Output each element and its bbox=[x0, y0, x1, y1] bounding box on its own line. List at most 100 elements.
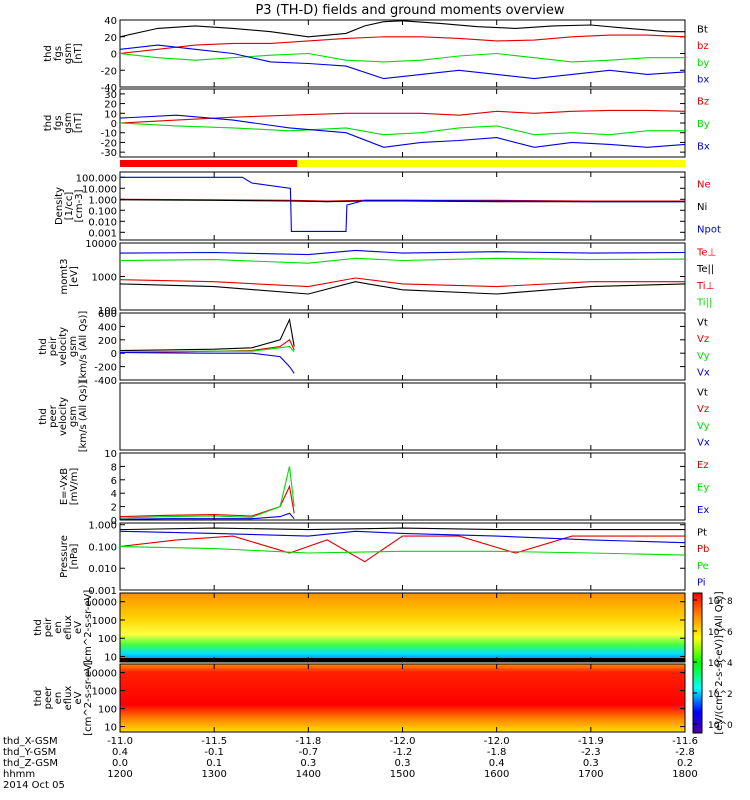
legend-entry: Vz bbox=[697, 404, 709, 415]
legend-entry: Vt bbox=[697, 387, 708, 398]
panel-frame bbox=[119, 382, 686, 451]
series-bx bbox=[119, 114, 686, 148]
y-tick-label: 0.010 bbox=[88, 217, 117, 228]
y-tick-label: 6 bbox=[111, 476, 117, 487]
footer-value: 0.3 bbox=[583, 758, 599, 769]
y-axis-label: [km/s (All Qs)] bbox=[78, 381, 89, 453]
y-tick-label: 0.001 bbox=[88, 586, 117, 597]
y-axis-label: peer bbox=[43, 686, 54, 710]
y-tick-label: 0 bbox=[111, 516, 117, 527]
footer-value: -2.3 bbox=[581, 747, 601, 758]
y-axis-label: [mV/m] bbox=[69, 468, 80, 506]
y-tick-label: -400 bbox=[94, 376, 117, 387]
series-ti bbox=[119, 257, 686, 264]
y-tick-label: 2 bbox=[111, 503, 117, 514]
legend-entry: By bbox=[697, 119, 710, 130]
footer-value: -1.8 bbox=[487, 747, 507, 758]
panel-5: 600 400 200 0 -200 -400 thd peir velocity gsm [km/… bbox=[38, 309, 710, 387]
y-axis-label: thd bbox=[33, 690, 44, 707]
y-axis-label: velocity bbox=[58, 327, 69, 366]
colorbar-tick: 10^4 bbox=[708, 659, 733, 669]
footer-value: 1800 bbox=[672, 769, 697, 780]
y-axis-label: peer bbox=[48, 404, 59, 428]
series-bx bbox=[119, 44, 686, 80]
y-tick-label: 1000 bbox=[92, 273, 117, 284]
colorbar-tick: 10^2 bbox=[708, 690, 733, 700]
mode-bar-yellow bbox=[297, 160, 685, 167]
legend-entry: by bbox=[697, 58, 709, 69]
series-pi bbox=[119, 530, 686, 544]
y-axis-label: momt3 bbox=[59, 259, 70, 295]
y-tick-label: 1.000 bbox=[88, 521, 117, 532]
y-tick-label: 20 bbox=[104, 33, 117, 44]
y-axis-label: [1/cc] bbox=[64, 192, 75, 221]
y-axis-label: [nT] bbox=[73, 43, 84, 63]
series-bz bbox=[119, 34, 686, 55]
footer-value: -2.8 bbox=[675, 747, 695, 758]
legend-entry: Te|| bbox=[696, 264, 714, 275]
series-pb bbox=[119, 535, 685, 563]
y-tick-label: 10.000 bbox=[82, 184, 117, 195]
y-axis-label: Pressure bbox=[59, 535, 70, 578]
y-tick-label: 0.100 bbox=[88, 206, 117, 217]
y-tick-label: -10 bbox=[101, 129, 117, 140]
footer-row-label: thd_Y-GSM bbox=[3, 747, 56, 758]
legend-entry: Ni bbox=[697, 202, 707, 213]
y-tick-label: 600 bbox=[98, 309, 117, 320]
legend-entry: Bt bbox=[697, 24, 708, 35]
y-tick-label: 0.001 bbox=[88, 228, 117, 239]
footer-value: -11.8 bbox=[295, 736, 321, 747]
y-axis-label: eV bbox=[73, 691, 84, 704]
footer-row-label: thd_Z-GSM bbox=[3, 758, 58, 769]
y-axis-label: fgs bbox=[53, 46, 64, 61]
y-axis-label: en bbox=[53, 621, 64, 634]
footer-value: -11.0 bbox=[107, 736, 133, 747]
footer-row-label: 2014 Oct 05 bbox=[3, 780, 65, 791]
y-tick-label: 0.100 bbox=[88, 542, 117, 553]
y-axis-label: [km/s (All Qs)] bbox=[78, 311, 89, 383]
y-tick-label: 100 bbox=[98, 306, 117, 317]
footer-value: 0.2 bbox=[677, 758, 693, 769]
footer-value: 0.4 bbox=[112, 747, 128, 758]
legend-entry: Npot bbox=[697, 225, 721, 236]
y-tick-label: 0.010 bbox=[88, 564, 117, 575]
footer-value: 1400 bbox=[296, 769, 321, 780]
legend-entry: bx bbox=[697, 75, 709, 86]
y-tick-label: 1000 bbox=[92, 687, 117, 698]
y-tick-label: 40 bbox=[104, 16, 117, 27]
legend-entry: Pt bbox=[697, 527, 707, 538]
y-tick-label: 0 bbox=[111, 349, 117, 360]
colorbar-tick: 10^6 bbox=[708, 628, 733, 638]
series-npot bbox=[120, 176, 685, 232]
colorbar-tick: 10^0 bbox=[708, 721, 733, 731]
y-tick-label: 10000 bbox=[85, 669, 117, 680]
legend-entry: Bz bbox=[697, 96, 709, 107]
y-tick-label: -20 bbox=[101, 66, 117, 77]
series-ez bbox=[119, 484, 295, 518]
y-tick-label: 10000 bbox=[85, 598, 117, 609]
series-by bbox=[119, 52, 685, 63]
footer-value: -1.2 bbox=[393, 747, 413, 758]
y-axis-label: thd bbox=[43, 45, 54, 62]
y-axis-label: fgs bbox=[53, 115, 64, 130]
y-tick-label: 30 bbox=[104, 90, 117, 101]
footer-value: -11.5 bbox=[201, 736, 227, 747]
panel-7: 10 8 6 4 2 0 E=-VxB [mV/m] Ez Ey Ex bbox=[59, 449, 709, 527]
legend-entry: Ti|| bbox=[696, 298, 712, 309]
series-pe bbox=[119, 545, 686, 556]
footer-value: -11.6 bbox=[672, 736, 698, 747]
y-tick-label: 400 bbox=[98, 322, 117, 333]
y-axis-label: en bbox=[53, 692, 64, 705]
legend-entry: Ti⊥ bbox=[696, 281, 714, 292]
y-tick-label: 4 bbox=[111, 489, 117, 500]
footer-value: -12.0 bbox=[390, 736, 416, 747]
y-axis-label: eV bbox=[73, 621, 84, 634]
footer-value: -12.0 bbox=[484, 736, 510, 747]
y-tick-label: -40 bbox=[101, 83, 117, 94]
mode-bar-red bbox=[120, 160, 297, 167]
y-tick-label: 1000 bbox=[92, 616, 117, 627]
legend-entry: Vx bbox=[697, 438, 710, 449]
